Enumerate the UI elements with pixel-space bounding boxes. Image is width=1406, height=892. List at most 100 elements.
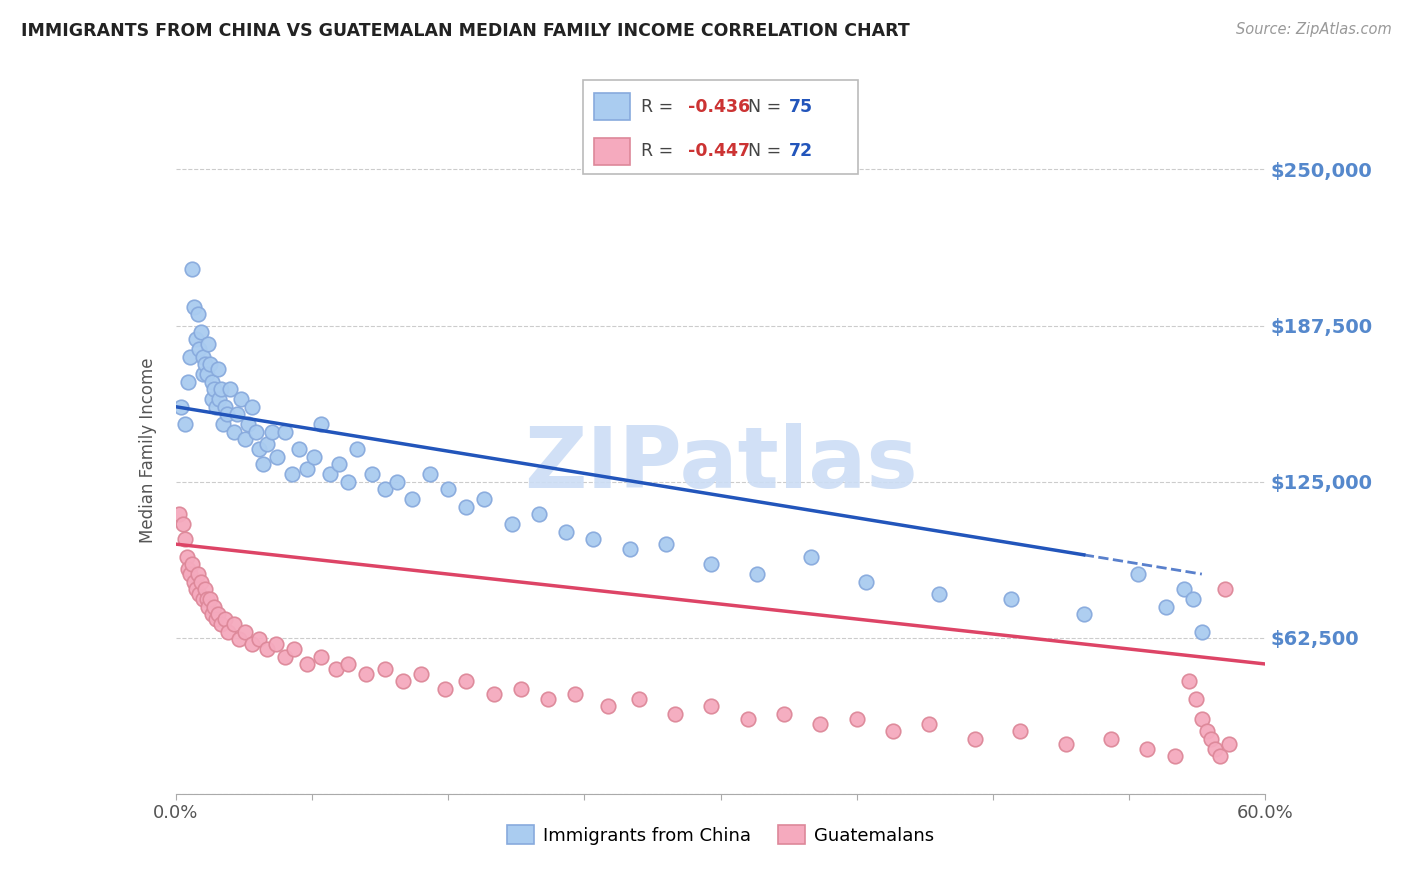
Point [183, 574, 205, 589]
Point [184, 582, 207, 596]
Point [655, 537, 678, 551]
Y-axis label: Median Family Income: Median Family Income [139, 358, 157, 543]
Point [200, 592, 222, 607]
Bar [595, 94, 630, 120]
Point [664, 706, 686, 721]
Point [456, 500, 478, 514]
Point [391, 674, 413, 689]
Point [845, 712, 868, 726]
Point [374, 662, 396, 676]
Point [181, 557, 204, 571]
Point [179, 567, 201, 582]
Point [197, 599, 219, 614]
Point [222, 617, 245, 632]
Point [190, 325, 212, 339]
Point [176, 549, 198, 564]
Point [217, 624, 239, 639]
Point [207, 362, 229, 376]
Point [419, 467, 441, 482]
Point [302, 450, 325, 464]
Point [247, 442, 270, 457]
Point [596, 699, 619, 714]
Point [283, 642, 305, 657]
Point [245, 425, 267, 439]
Point [582, 532, 605, 546]
Point [437, 482, 460, 496]
Point [200, 357, 222, 371]
Point [773, 706, 796, 721]
Point [219, 382, 242, 396]
Point [482, 687, 505, 701]
Point [172, 517, 194, 532]
Point [1010, 724, 1032, 739]
Point [501, 517, 523, 532]
Point [1073, 607, 1095, 621]
Point [1209, 749, 1232, 764]
Point [190, 574, 212, 589]
Point [1128, 567, 1150, 582]
Point [1185, 692, 1208, 706]
Point [186, 307, 209, 321]
Point [555, 524, 578, 539]
Point [195, 368, 218, 382]
Point [564, 687, 586, 701]
Point [1215, 582, 1237, 596]
Point [360, 467, 382, 482]
Point [240, 400, 263, 414]
Point [233, 432, 256, 446]
Legend: Immigrants from China, Guatemalans: Immigrants from China, Guatemalans [498, 816, 943, 854]
Point [288, 442, 311, 457]
Point [202, 599, 225, 614]
Text: R =: R = [641, 143, 679, 161]
Text: Source: ZipAtlas.com: Source: ZipAtlas.com [1236, 22, 1392, 37]
Point [409, 667, 432, 681]
Point [337, 657, 360, 671]
Point [179, 350, 201, 364]
Point [1181, 592, 1204, 607]
Point [1218, 737, 1240, 751]
Point [202, 382, 225, 396]
Point [346, 442, 368, 457]
Point [337, 475, 360, 489]
Text: 75: 75 [789, 97, 813, 115]
Point [252, 457, 274, 471]
Point [309, 417, 332, 432]
Point [181, 262, 204, 277]
Point [374, 482, 396, 496]
Point [177, 562, 200, 576]
Point [433, 681, 456, 696]
Point [800, 549, 823, 564]
Point [274, 649, 297, 664]
Point [215, 407, 238, 421]
Point [1173, 582, 1195, 596]
Point [474, 492, 496, 507]
Text: R =: R = [641, 97, 679, 115]
Point [186, 567, 209, 582]
Point [1191, 624, 1213, 639]
Point [191, 592, 214, 607]
Point [1197, 724, 1219, 739]
Point [700, 557, 723, 571]
Point [963, 731, 986, 746]
Point [209, 617, 232, 632]
Point [928, 587, 950, 601]
Point [170, 400, 193, 414]
Point [456, 674, 478, 689]
Point [700, 699, 723, 714]
Point [745, 567, 768, 582]
Point [1163, 749, 1185, 764]
Point [266, 450, 288, 464]
Point [295, 657, 318, 671]
Point [855, 574, 877, 589]
Point [201, 392, 224, 407]
Point [328, 457, 350, 471]
Point [274, 425, 297, 439]
Point [169, 507, 191, 521]
Point [627, 692, 650, 706]
Point [222, 425, 245, 439]
Point [201, 607, 224, 621]
Point [173, 532, 195, 546]
Point [226, 407, 249, 421]
Point [264, 637, 287, 651]
Point [238, 417, 260, 432]
